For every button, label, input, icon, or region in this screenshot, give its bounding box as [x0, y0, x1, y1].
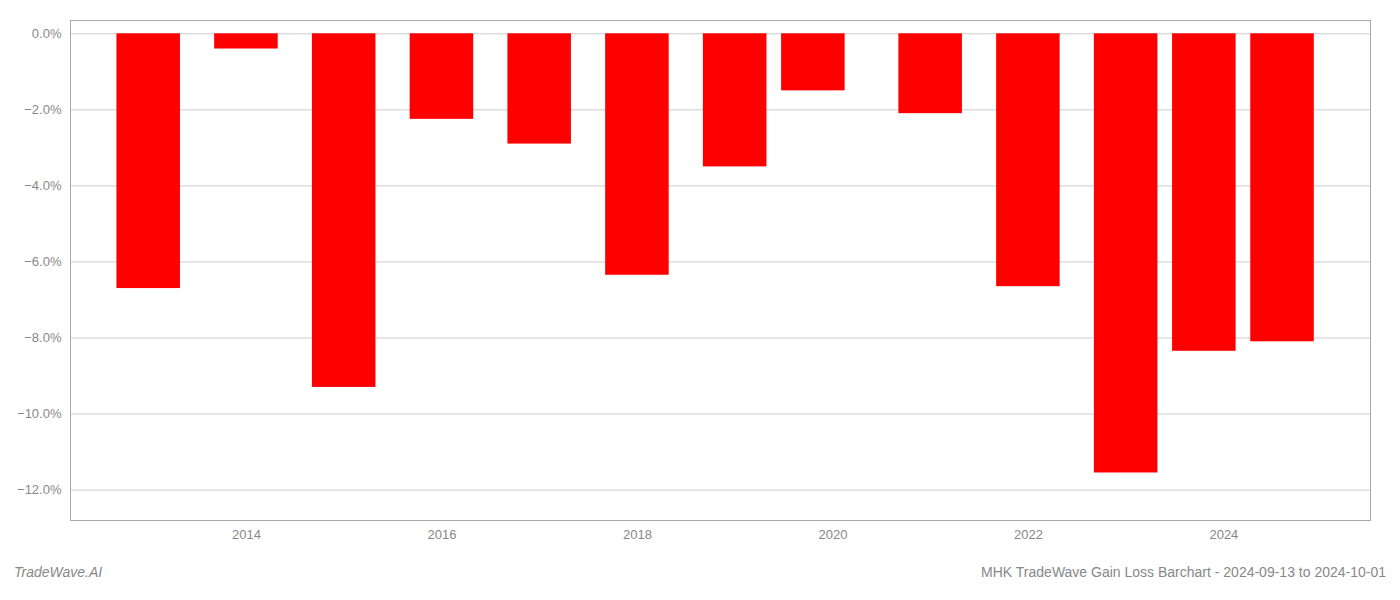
svg-text:2018: 2018	[623, 527, 652, 542]
svg-text:−8.0%: −8.0%	[24, 330, 62, 345]
svg-text:2020: 2020	[818, 527, 847, 542]
svg-text:2024: 2024	[1209, 527, 1238, 542]
html-text:TradeWave.AI: TradeWave.AI	[14, 564, 103, 580]
svg-text:0.0%: 0.0%	[32, 26, 62, 41]
svg-text:−2.0%: −2.0%	[24, 102, 62, 117]
svg-text:−4.0%: −4.0%	[24, 178, 62, 193]
svg-text:−10.0%: −10.0%	[17, 406, 62, 421]
svg-text:2016: 2016	[427, 527, 456, 542]
svg-text:2022: 2022	[1014, 527, 1043, 542]
html-text:MHK TradeWave Gain Loss Barcha: MHK TradeWave Gain Loss Barchart - 2024-…	[981, 564, 1386, 580]
svg-text:2014: 2014	[232, 527, 261, 542]
svg-text:−12.0%: −12.0%	[17, 482, 62, 497]
svg-text:−6.0%: −6.0%	[24, 254, 62, 269]
